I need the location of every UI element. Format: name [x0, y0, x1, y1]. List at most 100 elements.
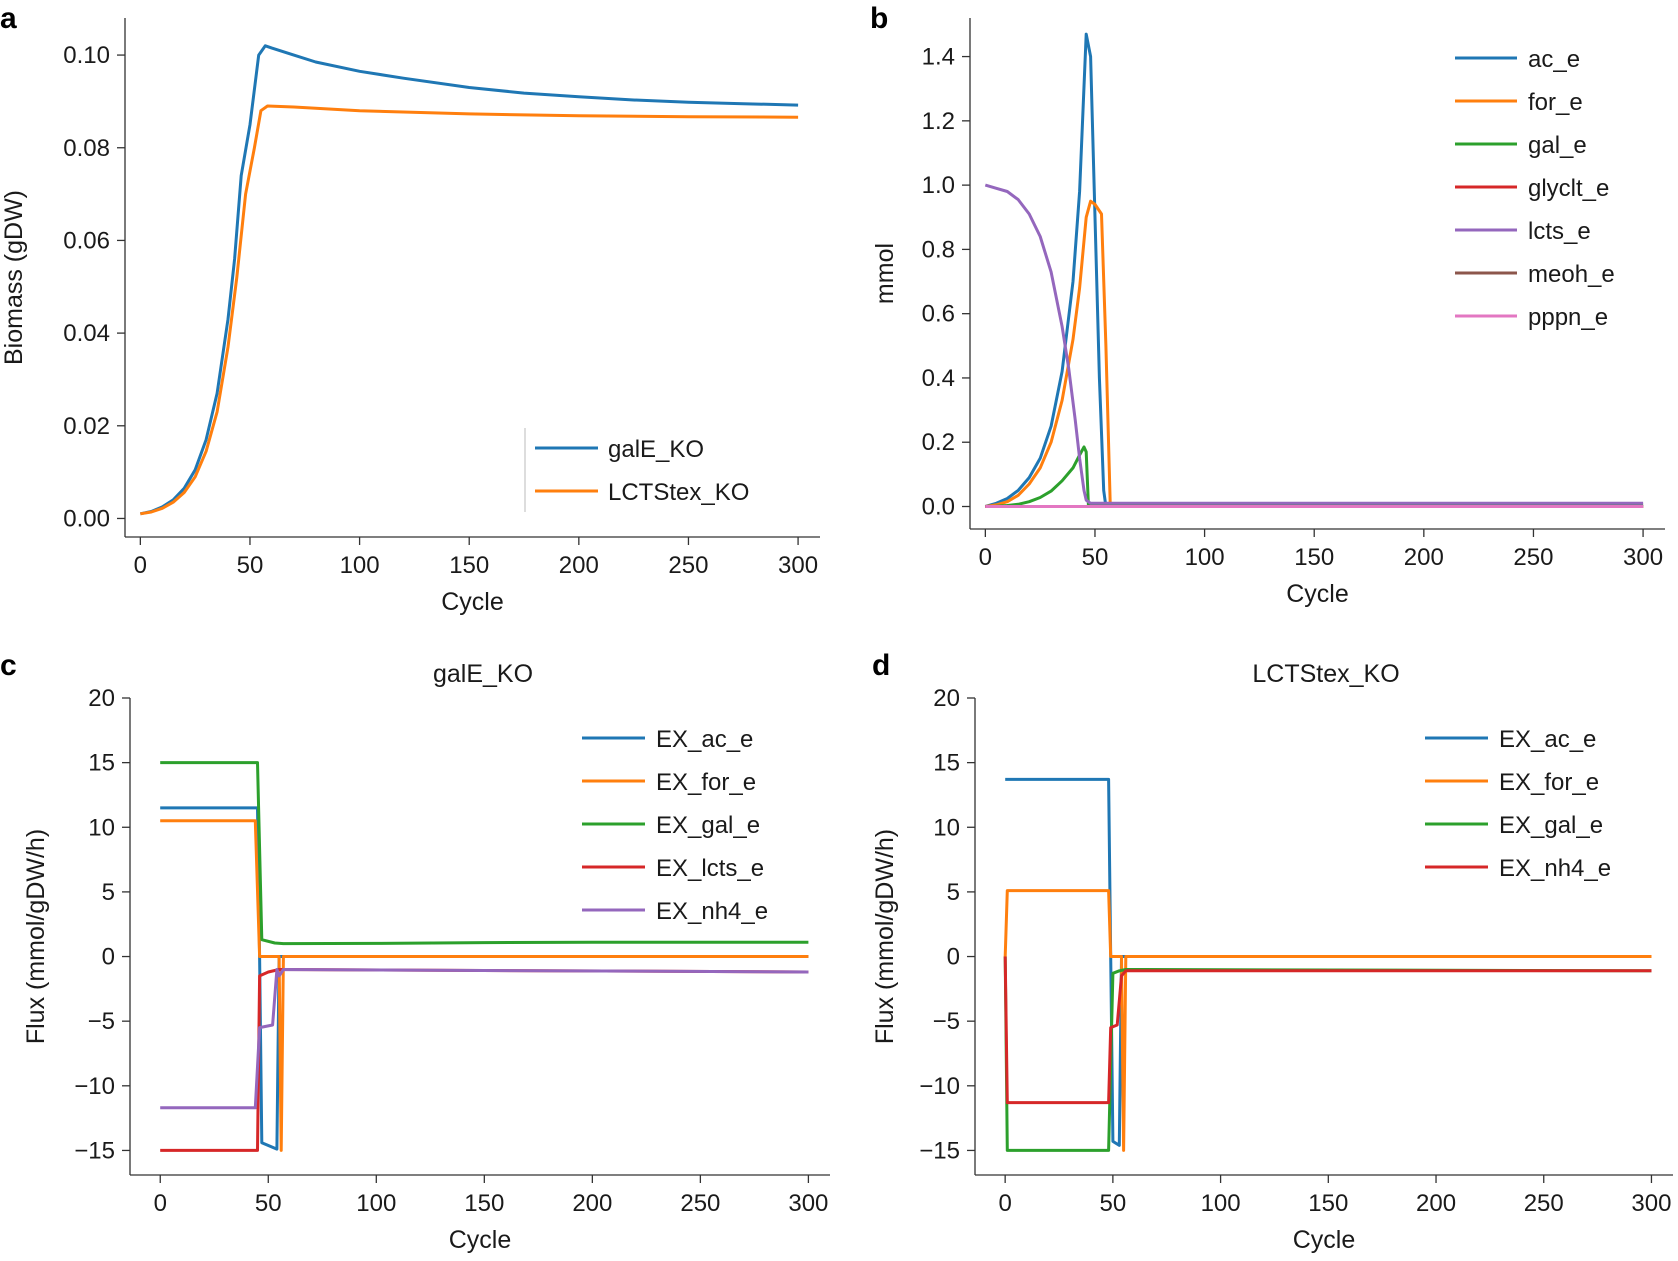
y-tick-label: 0.00 — [63, 505, 110, 532]
series-line-EX_nh4_e — [160, 968, 809, 1110]
legend-label: ac_e — [1528, 46, 1580, 73]
y-tick-label: 15 — [933, 750, 960, 777]
chart-panel-d: d LCTStex_KO 0 50 100 150 200 250 300 −15 −10 −5 0 5 1… — [871, 649, 1673, 1254]
legend-label: pppn_e — [1528, 304, 1608, 331]
y-tick-label: 0.08 — [63, 135, 110, 162]
y-tick-label: 20 — [88, 685, 115, 712]
x-tick-label: 100 — [340, 552, 380, 579]
y-tick-label: 5 — [102, 879, 115, 906]
x-tick-label: 0 — [998, 1190, 1011, 1217]
panel-letter: a — [0, 2, 17, 35]
series-line-lcts_e — [984, 183, 1644, 505]
y-tick-label: 0.2 — [922, 429, 955, 456]
chart-panel-c: c galE_KO 0 50 100 150 200 250 300 −15 −10 −5 0 5 10 15… — [0, 649, 830, 1254]
x-tick-label: 0 — [979, 544, 992, 571]
x-tick-label: 200 — [572, 1190, 612, 1217]
y-axis-title: Biomass (gDW) — [0, 190, 28, 365]
x-tick-label: 0 — [154, 1190, 167, 1217]
y-tick-label: 0.10 — [63, 42, 110, 69]
panel-letter: c — [0, 649, 17, 682]
y-axis-title: Flux (mmol/gDW/h) — [871, 829, 899, 1044]
x-tick-label: 200 — [1416, 1190, 1456, 1217]
series-line-EX_gal_e — [160, 761, 809, 946]
legend-label: LCTStex_KO — [608, 479, 749, 506]
x-tick-label: 250 — [1513, 544, 1553, 571]
x-tick-label: 300 — [1623, 544, 1663, 571]
y-tick-label: 0 — [102, 944, 115, 971]
series-line-ac_e — [984, 32, 1644, 508]
legend-label: EX_ac_e — [1499, 726, 1596, 753]
series-line-gal_e — [985, 445, 1644, 508]
y-tick-label: 15 — [88, 750, 115, 777]
x-axis-title: Cycle — [441, 588, 504, 616]
legend-label: gal_e — [1528, 132, 1587, 159]
legend-label: EX_gal_e — [1499, 812, 1603, 839]
x-tick-label: 100 — [1185, 544, 1225, 571]
legend-label: meoh_e — [1528, 261, 1615, 288]
y-tick-label: 0.6 — [922, 301, 955, 328]
y-tick-label: 1.4 — [922, 44, 955, 71]
legend-label: EX_lcts_e — [656, 855, 764, 882]
legend-label: EX_gal_e — [656, 812, 760, 839]
x-tick-label: 50 — [1082, 544, 1109, 571]
legend-label: lcts_e — [1528, 218, 1591, 245]
x-tick-label: 50 — [255, 1190, 282, 1217]
y-tick-label: −10 — [74, 1073, 115, 1100]
chart-title: galE_KO — [433, 660, 533, 688]
legend-label: for_e — [1528, 89, 1583, 116]
series-line-EX_for_e — [160, 819, 809, 1152]
legend-label: glyclt_e — [1528, 175, 1609, 202]
chart-panel-a: a 0 50 100 150 200 250 300 0.00 0.02 0.04 0.06 0.08 0… — [0, 2, 820, 616]
y-tick-label: 0.8 — [922, 236, 955, 263]
y-tick-label: −5 — [88, 1008, 115, 1035]
y-tick-label: 1.0 — [922, 172, 955, 199]
y-tick-label: 0.02 — [63, 413, 110, 440]
x-tick-label: 150 — [1294, 544, 1334, 571]
x-axis-title: Cycle — [1286, 580, 1349, 608]
y-tick-label: 0.06 — [63, 227, 110, 254]
x-tick-label: 150 — [464, 1190, 504, 1217]
y-tick-label: 10 — [88, 814, 115, 841]
x-tick-label: 200 — [1404, 544, 1444, 571]
y-tick-label: 10 — [933, 814, 960, 841]
series-line-EX_gal_e — [1003, 956, 1652, 1152]
legend-label: EX_for_e — [656, 769, 756, 796]
y-tick-label: 0.0 — [922, 494, 955, 521]
x-tick-label: 50 — [1100, 1190, 1127, 1217]
x-tick-label: 100 — [356, 1190, 396, 1217]
series-line-EX_nh4_e — [1003, 956, 1652, 1105]
series-line-LCTStex_KO — [140, 104, 799, 516]
legend-label: EX_nh4_e — [656, 898, 768, 925]
legend-label: galE_KO — [608, 436, 704, 463]
x-tick-label: 50 — [237, 552, 264, 579]
panel-letter: d — [872, 649, 890, 682]
y-axis-title: mmol — [871, 243, 899, 304]
legend-label: EX_ac_e — [656, 726, 753, 753]
series-line-EX_for_e — [1003, 889, 1652, 1152]
chart-title: LCTStex_KO — [1252, 660, 1399, 688]
y-tick-label: 1.2 — [922, 108, 955, 135]
y-tick-label: 0 — [947, 944, 960, 971]
x-tick-label: 100 — [1201, 1190, 1241, 1217]
legend-label: EX_for_e — [1499, 769, 1599, 796]
x-tick-label: 250 — [668, 552, 708, 579]
series-line-galE_KO — [139, 44, 799, 516]
x-tick-label: 200 — [559, 552, 599, 579]
x-tick-label: 150 — [1308, 1190, 1348, 1217]
x-tick-label: 150 — [449, 552, 489, 579]
y-tick-label: −15 — [919, 1137, 960, 1164]
y-tick-label: 0.04 — [63, 320, 110, 347]
x-tick-label: 250 — [680, 1190, 720, 1217]
y-tick-label: 5 — [947, 879, 960, 906]
x-axis-title: Cycle — [1293, 1226, 1356, 1254]
y-axis-title: Flux (mmol/gDW/h) — [22, 829, 50, 1044]
x-tick-label: 0 — [134, 552, 147, 579]
x-axis-title: Cycle — [449, 1226, 512, 1254]
panel-letter: b — [870, 2, 888, 35]
x-tick-label: 300 — [778, 552, 818, 579]
y-tick-label: −5 — [933, 1008, 960, 1035]
x-tick-label: 300 — [788, 1190, 828, 1217]
x-tick-label: 300 — [1631, 1190, 1671, 1217]
y-tick-label: 20 — [933, 685, 960, 712]
